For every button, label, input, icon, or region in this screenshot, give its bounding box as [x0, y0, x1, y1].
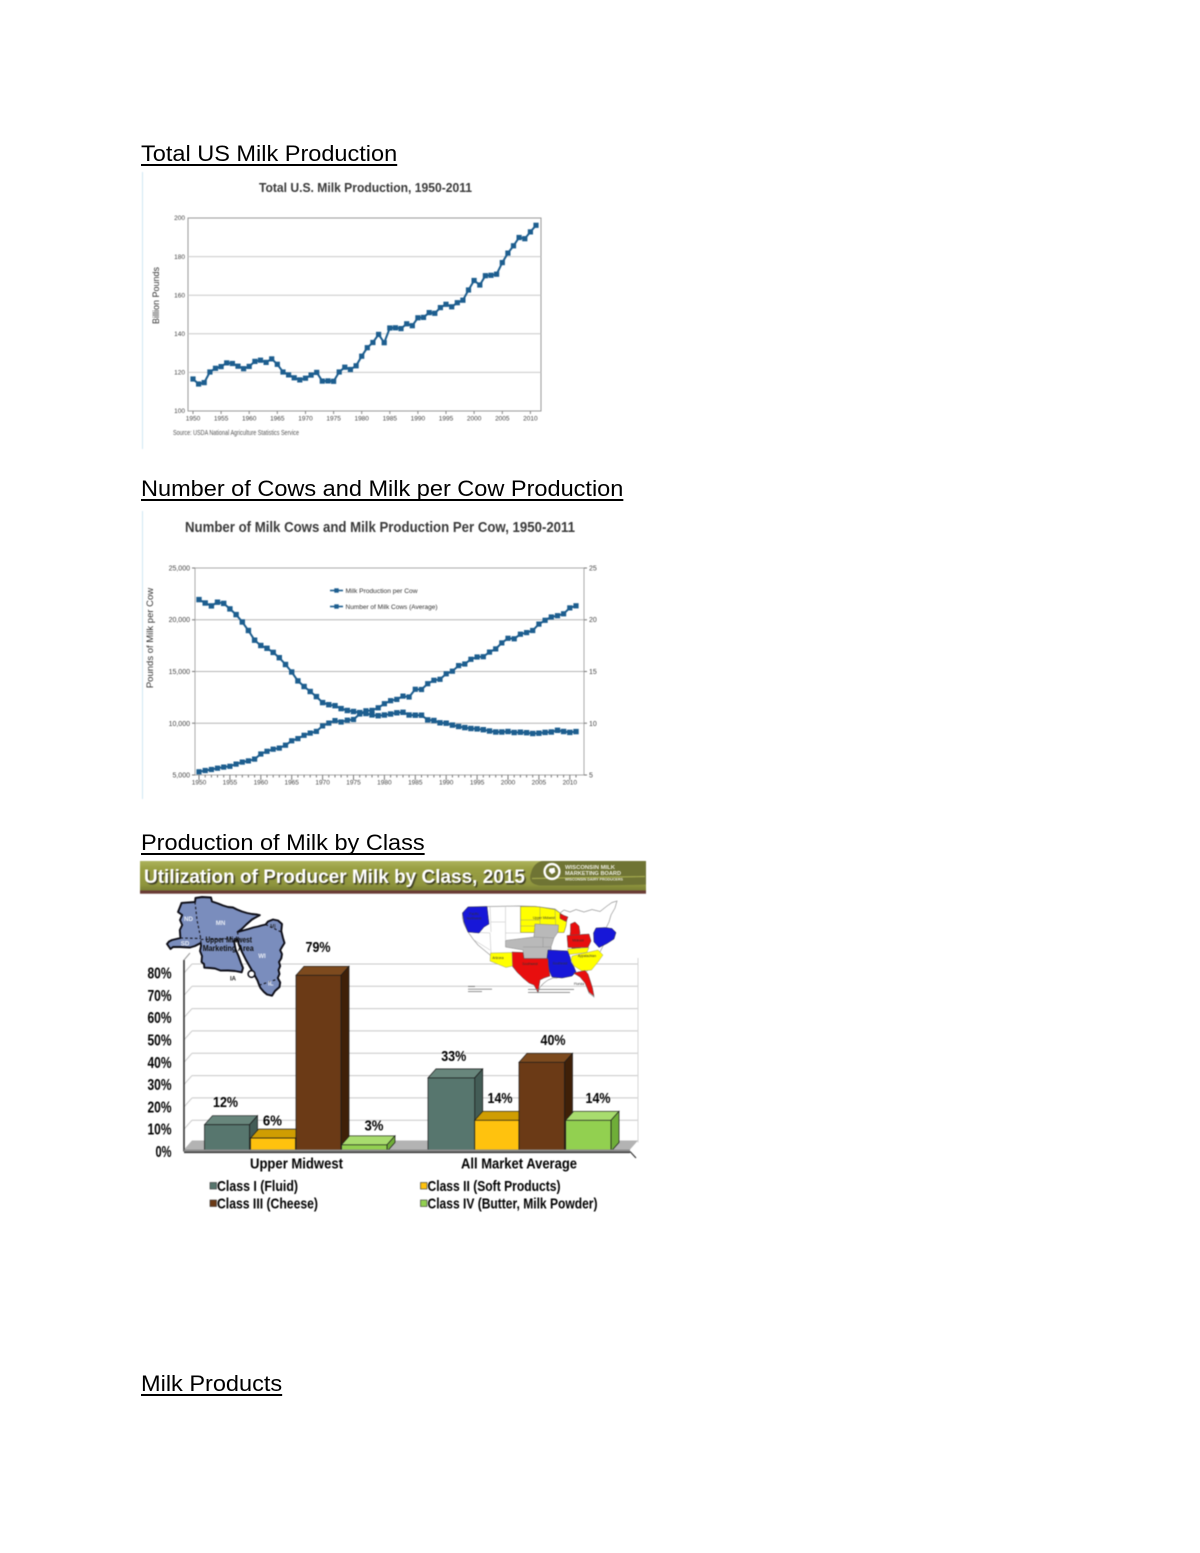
svg-text:79%: 79% — [306, 940, 331, 956]
svg-text:WISCONSIN DAIRY PRODUCERS: WISCONSIN DAIRY PRODUCERS — [565, 878, 624, 882]
svg-text:1950: 1950 — [186, 416, 201, 423]
svg-text:Florida: Florida — [574, 982, 584, 986]
svg-text:3%: 3% — [365, 1119, 384, 1135]
svg-text:2005: 2005 — [495, 416, 510, 423]
svg-text:SD: SD — [181, 941, 190, 948]
svg-text:Arizona: Arizona — [492, 956, 503, 960]
svg-text:All Market Average: All Market Average — [461, 1157, 577, 1173]
svg-text:2005: 2005 — [532, 780, 547, 787]
svg-text:2010: 2010 — [523, 416, 538, 423]
svg-text:160: 160 — [174, 292, 185, 299]
svg-text:1980: 1980 — [354, 416, 369, 423]
svg-text:40%: 40% — [148, 1055, 172, 1072]
svg-text:Utilization of Producer Milk b: Utilization of Producer Milk by Class, 2… — [144, 866, 525, 888]
svg-text:1950: 1950 — [192, 780, 207, 787]
svg-text:20%: 20% — [148, 1099, 172, 1116]
svg-text:Class III (Cheese): Class III (Cheese) — [217, 1197, 318, 1213]
svg-text:40%: 40% — [541, 1033, 566, 1049]
svg-text:Pacific: Pacific — [469, 912, 479, 916]
svg-text:15,000: 15,000 — [169, 669, 191, 676]
svg-text:WI: WI — [258, 953, 266, 960]
svg-text:Class II (Soft Products): Class II (Soft Products) — [428, 1179, 561, 1195]
svg-text:Billion Pounds: Billion Pounds — [151, 266, 161, 324]
svg-text:20,000: 20,000 — [169, 617, 191, 624]
svg-text:Northwest: Northwest — [467, 917, 482, 921]
svg-text:1985: 1985 — [408, 780, 423, 787]
svg-text:1955: 1955 — [223, 780, 238, 787]
svg-text:Mideast: Mideast — [572, 939, 584, 943]
svg-text:Upper Midwest: Upper Midwest — [205, 935, 252, 945]
svg-text:1995: 1995 — [470, 780, 485, 787]
svg-text:1995: 1995 — [439, 416, 454, 423]
svg-text:2000: 2000 — [467, 416, 482, 423]
svg-text:Southwest: Southwest — [522, 962, 537, 966]
svg-text:MN: MN — [216, 920, 226, 927]
svg-text:1960: 1960 — [254, 780, 269, 787]
svg-text:5,000: 5,000 — [172, 773, 190, 780]
svg-text:Total U.S. Milk Production, 19: Total U.S. Milk Production, 1950-2011 — [259, 180, 472, 195]
svg-text:50%: 50% — [148, 1032, 172, 1049]
svg-text:15: 15 — [589, 669, 597, 676]
svg-text:12%: 12% — [213, 1095, 238, 1111]
svg-text:30%: 30% — [148, 1077, 172, 1094]
svg-text:33%: 33% — [441, 1049, 466, 1065]
svg-text:10%: 10% — [148, 1122, 172, 1139]
svg-text:20: 20 — [589, 617, 597, 624]
svg-text:Marketing Area: Marketing Area — [203, 943, 254, 953]
svg-text:180: 180 — [174, 254, 185, 261]
svg-text:MI: MI — [270, 924, 276, 930]
svg-text:IL: IL — [268, 981, 274, 988]
svg-text:1960: 1960 — [242, 416, 257, 423]
svg-text:Upper Midwest: Upper Midwest — [533, 916, 555, 920]
svg-text:25: 25 — [589, 566, 597, 573]
svg-text:1975: 1975 — [326, 416, 341, 423]
svg-text:Upper Midwest: Upper Midwest — [250, 1157, 343, 1173]
svg-text:Number of Milk Cows and Milk P: Number of Milk Cows and Milk Production … — [185, 520, 575, 536]
svg-text:60%: 60% — [148, 1010, 172, 1027]
svg-text:Appalachian: Appalachian — [578, 954, 596, 958]
svg-text:70%: 70% — [148, 988, 172, 1005]
svg-text:14%: 14% — [586, 1091, 611, 1107]
svg-text:Southeast: Southeast — [553, 962, 568, 966]
svg-text:1965: 1965 — [270, 416, 285, 423]
svg-text:140: 140 — [174, 331, 185, 338]
svg-text:1990: 1990 — [439, 780, 454, 787]
svg-text:IA: IA — [230, 977, 237, 983]
svg-text:2000: 2000 — [501, 780, 516, 787]
svg-text:Class IV (Butter, Milk Powder): Class IV (Butter, Milk Powder) — [428, 1197, 598, 1213]
svg-text:Number of Milk Cows (Average): Number of Milk Cows (Average) — [346, 604, 438, 611]
svg-text:100: 100 — [174, 408, 185, 415]
svg-text:80%: 80% — [148, 966, 172, 983]
svg-text:1990: 1990 — [411, 416, 426, 423]
svg-text:5: 5 — [589, 773, 593, 780]
svg-text:ND: ND — [184, 916, 193, 923]
svg-text:25,000: 25,000 — [169, 566, 191, 573]
svg-text:1970: 1970 — [315, 780, 330, 787]
svg-text:1985: 1985 — [383, 416, 398, 423]
svg-text:10: 10 — [589, 721, 597, 728]
svg-text:1970: 1970 — [298, 416, 313, 423]
svg-text:120: 120 — [174, 370, 185, 377]
svg-text:6%: 6% — [263, 1114, 282, 1130]
svg-text:1955: 1955 — [214, 416, 229, 423]
svg-text:Source: USDA National Agricult: Source: USDA National Agriculture Statis… — [173, 428, 299, 437]
svg-text:Pounds of Milk per Cow: Pounds of Milk per Cow — [145, 588, 156, 688]
svg-text:2010: 2010 — [563, 780, 578, 787]
svg-text:10,000: 10,000 — [169, 721, 191, 728]
svg-text:Milk Production per Cow: Milk Production per Cow — [346, 588, 418, 595]
svg-text:0%: 0% — [156, 1144, 172, 1161]
svg-text:200: 200 — [174, 215, 185, 222]
svg-text:1975: 1975 — [346, 780, 361, 787]
svg-text:Class I (Fluid): Class I (Fluid) — [217, 1179, 298, 1195]
svg-text:WISCONSIN MILK: WISCONSIN MILK — [565, 865, 615, 871]
svg-text:MARKETING BOARD: MARKETING BOARD — [565, 871, 621, 877]
svg-text:1980: 1980 — [377, 780, 392, 787]
svg-text:14%: 14% — [488, 1091, 513, 1107]
svg-text:1965: 1965 — [284, 780, 299, 787]
